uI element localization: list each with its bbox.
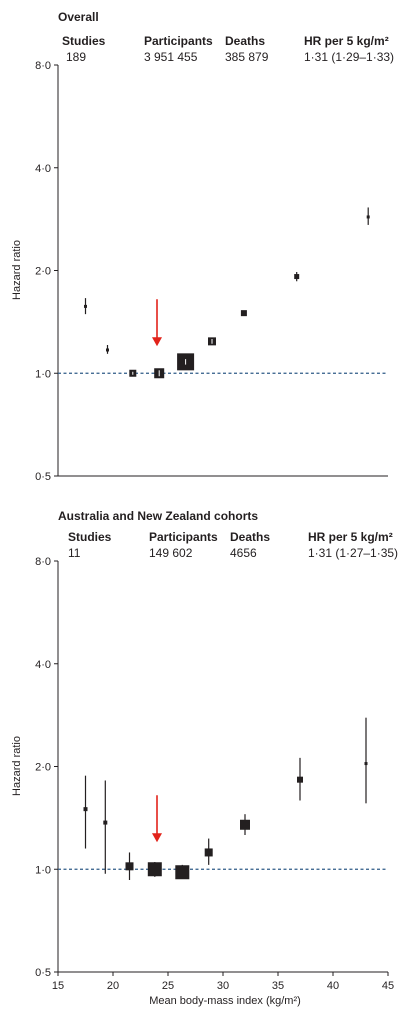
x-tick-label: 25 xyxy=(162,980,174,992)
x-tick-label: 35 xyxy=(272,980,284,992)
data-point xyxy=(175,865,189,879)
data-point xyxy=(297,777,303,783)
y-axis-label: Hazard ratio xyxy=(11,736,23,796)
y-tick-label: 8·0 xyxy=(35,60,51,72)
data-point xyxy=(365,762,368,765)
data-point xyxy=(148,862,162,876)
y-tick-label: 4·0 xyxy=(35,659,51,671)
y-tick-label: 8·0 xyxy=(35,556,51,568)
y-axis-label: Hazard ratio xyxy=(11,240,23,300)
data-point xyxy=(126,862,134,870)
data-point xyxy=(103,821,107,825)
x-tick-label: 40 xyxy=(327,980,339,992)
data-point xyxy=(84,305,87,308)
data-point xyxy=(367,215,370,218)
y-tick-label: 0·5 xyxy=(35,471,51,483)
y-tick-label: 1·0 xyxy=(35,368,51,380)
x-tick-label: 30 xyxy=(217,980,229,992)
y-tick-label: 2·0 xyxy=(35,762,51,774)
y-tick-label: 4·0 xyxy=(35,163,51,175)
red-arrow-head xyxy=(152,337,162,346)
red-arrow-head xyxy=(152,833,162,842)
data-point xyxy=(205,848,213,856)
y-tick-label: 1·0 xyxy=(35,864,51,876)
data-point xyxy=(106,348,109,351)
data-point xyxy=(240,820,250,830)
data-point xyxy=(84,807,88,811)
x-tick-label: 45 xyxy=(382,980,394,992)
x-axis-label: Mean body-mass index (kg/m²) xyxy=(149,995,301,1007)
x-tick-label: 15 xyxy=(52,980,64,992)
x-tick-label: 20 xyxy=(107,980,119,992)
y-tick-label: 2·0 xyxy=(35,266,51,278)
data-point xyxy=(241,310,247,316)
data-point xyxy=(294,274,299,279)
y-tick-label: 0·5 xyxy=(35,967,51,979)
